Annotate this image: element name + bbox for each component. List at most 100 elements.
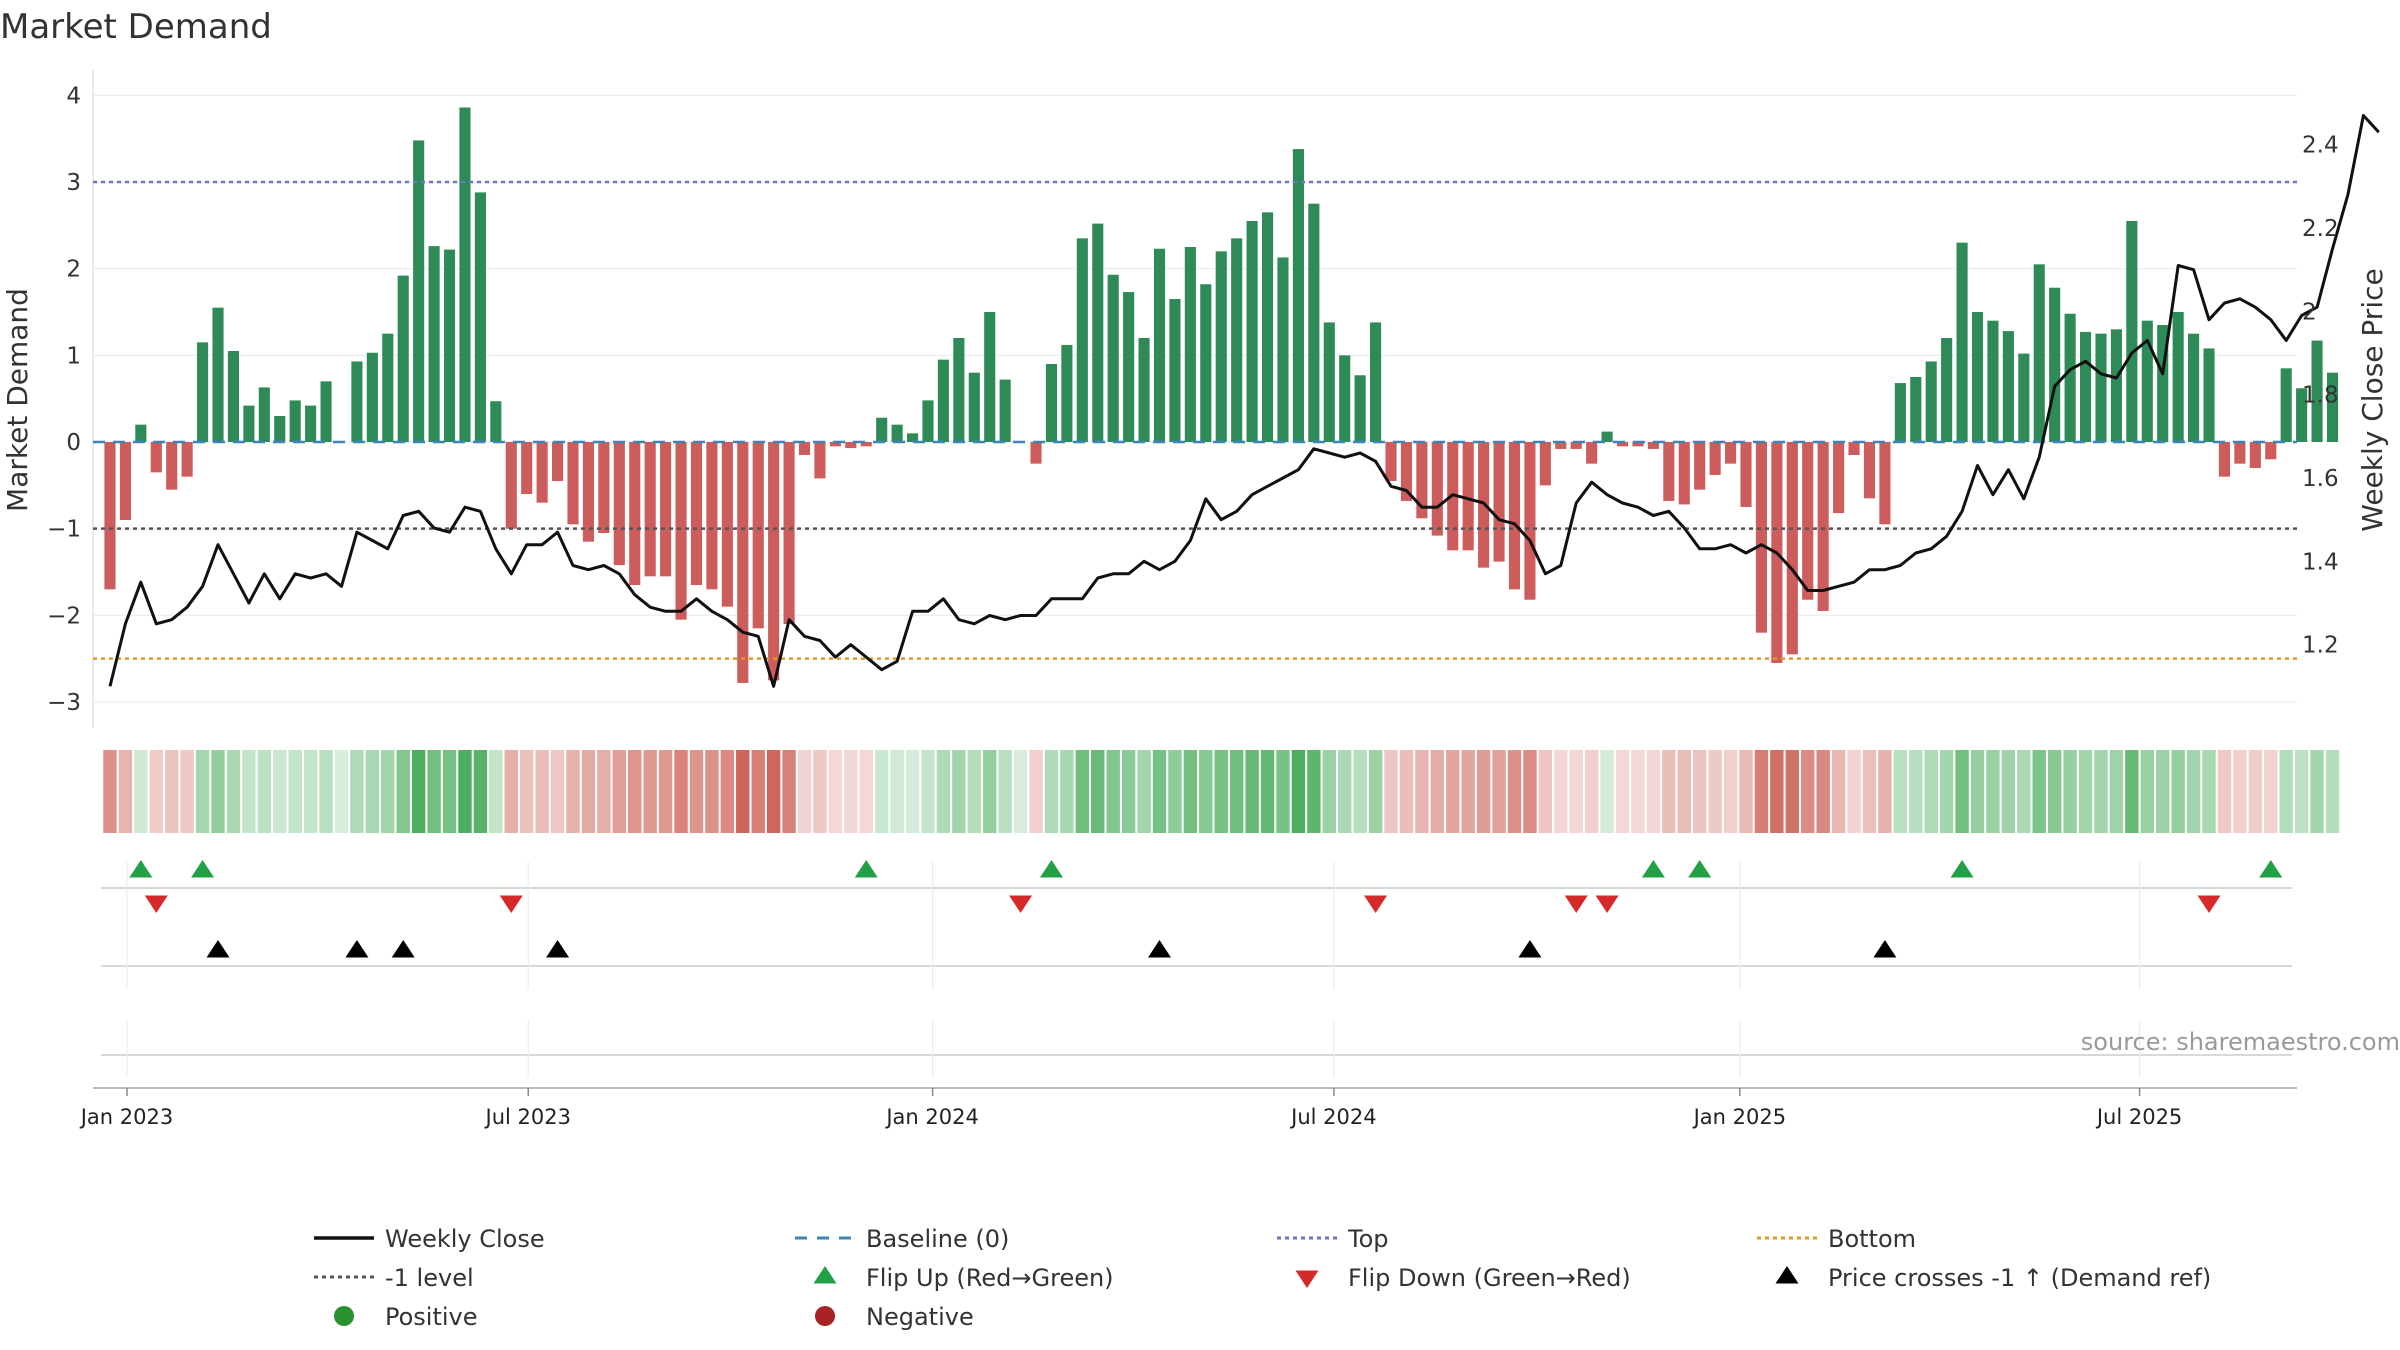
heat-cell bbox=[211, 750, 225, 833]
demand-bar bbox=[1709, 442, 1721, 475]
flip-up-marker bbox=[129, 860, 153, 878]
demand-bar bbox=[1354, 375, 1366, 442]
flip-up-marker bbox=[854, 860, 878, 878]
heat-cell bbox=[813, 750, 827, 833]
demand-bar bbox=[181, 442, 193, 477]
demand-bar bbox=[1956, 242, 1968, 442]
heat-cell bbox=[1723, 750, 1738, 833]
demand-bar bbox=[1385, 442, 1397, 481]
flip-up-marker bbox=[1641, 860, 1665, 878]
demand-bar bbox=[1894, 383, 1906, 442]
heat-cell bbox=[427, 750, 441, 833]
left-tick-label: 2 bbox=[66, 257, 81, 283]
demand-bar bbox=[1030, 442, 1042, 464]
demand-bar bbox=[289, 400, 301, 442]
legend-item: Top bbox=[1277, 1225, 1389, 1253]
legend-label: Weekly Close bbox=[385, 1225, 545, 1253]
heat-cell bbox=[1199, 750, 1213, 833]
demand-bar bbox=[922, 400, 934, 442]
demand-bar bbox=[397, 275, 409, 442]
heat-cell bbox=[2202, 750, 2216, 833]
demand-bar bbox=[1200, 284, 1212, 442]
heat-cell bbox=[782, 750, 796, 833]
left-tick-label: −2 bbox=[47, 603, 81, 629]
heat-cell bbox=[998, 750, 1012, 833]
flip-up-marker bbox=[1039, 860, 1063, 878]
demand-bar bbox=[1416, 442, 1428, 519]
demand-bar bbox=[521, 442, 533, 494]
heat-cell bbox=[2325, 750, 2340, 833]
heat-cell bbox=[458, 750, 472, 833]
price-cross-marker bbox=[1518, 940, 1542, 958]
demand-bar bbox=[1123, 292, 1135, 442]
demand-bar bbox=[2326, 372, 2339, 442]
heat-cell bbox=[2078, 750, 2093, 833]
demand-bar bbox=[1339, 355, 1351, 442]
demand-bar bbox=[552, 442, 564, 481]
flip-down-marker bbox=[1564, 895, 1588, 913]
heat-cell bbox=[751, 750, 765, 833]
demand-bar bbox=[1462, 442, 1474, 551]
heat-cell bbox=[1091, 750, 1105, 833]
demand-bar bbox=[876, 417, 888, 442]
left-tick-label: 3 bbox=[66, 170, 81, 196]
heat-cell bbox=[2171, 750, 2185, 833]
heat-cell bbox=[2001, 750, 2016, 833]
demand-bar bbox=[2265, 442, 2277, 460]
legend-item: Negative bbox=[815, 1303, 974, 1331]
heat-cell bbox=[473, 750, 488, 833]
heat-cell bbox=[1183, 750, 1198, 833]
demand-bar bbox=[721, 442, 733, 607]
demand-bar bbox=[2110, 329, 2122, 442]
heat-cell bbox=[566, 750, 580, 833]
heat-cell bbox=[2186, 750, 2201, 833]
demand-bar bbox=[768, 442, 780, 681]
demand-bars bbox=[104, 107, 2339, 683]
demand-bar bbox=[1153, 248, 1166, 442]
event-marker-rows bbox=[101, 860, 2292, 1078]
heat-cell bbox=[550, 750, 565, 833]
flip-down-marker bbox=[1364, 895, 1388, 913]
heat-cell bbox=[1939, 750, 1954, 833]
legend-label: Flip Down (Green→Red) bbox=[1348, 1264, 1631, 1292]
demand-bar bbox=[197, 342, 209, 442]
heat-cell bbox=[350, 750, 364, 833]
x-axis-ticks: Jan 2023 Jul 2023 Jan 2024 Jul 2024 Jan 2025… bbox=[79, 1087, 2297, 1129]
demand-bar bbox=[351, 361, 363, 442]
demand-bar bbox=[1694, 442, 1706, 490]
demand-bar bbox=[258, 387, 270, 442]
heat-cell bbox=[103, 750, 117, 833]
heat-cell bbox=[859, 750, 873, 833]
demand-bar bbox=[1971, 312, 1984, 442]
demand-bar bbox=[706, 442, 718, 590]
heat-cell bbox=[242, 750, 256, 833]
heat-cell bbox=[1909, 750, 1923, 833]
legend-swatch bbox=[334, 1306, 354, 1326]
demand-bar bbox=[1570, 442, 1582, 449]
legend-label: Bottom bbox=[1828, 1225, 1916, 1253]
heat-cell bbox=[149, 750, 163, 833]
x-tick-label: Jul 2025 bbox=[2095, 1105, 2182, 1129]
demand-bar bbox=[2172, 312, 2184, 442]
demand-bar bbox=[227, 351, 240, 442]
heat-cell bbox=[504, 750, 518, 833]
demand-bar bbox=[737, 442, 749, 683]
x-tick-label: Jan 2024 bbox=[884, 1105, 979, 1129]
demand-bar bbox=[490, 401, 502, 442]
demand-bar bbox=[1725, 442, 1737, 464]
demand-bar bbox=[1817, 442, 1829, 611]
demand-bar bbox=[814, 442, 826, 479]
demand-bar bbox=[2018, 353, 2030, 442]
left-tick-label: −3 bbox=[47, 690, 81, 716]
legend-label: Price crosses -1 ↑ (Demand ref) bbox=[1828, 1264, 2211, 1292]
heat-cell bbox=[1831, 750, 1846, 833]
heat-cell bbox=[674, 750, 688, 833]
demand-bar bbox=[274, 416, 286, 442]
right-tick-label: 2 bbox=[2302, 299, 2317, 325]
demand-bar bbox=[1632, 442, 1644, 447]
heat-cell bbox=[1353, 750, 1367, 833]
demand-bar bbox=[2002, 331, 2014, 442]
heat-cell bbox=[1801, 750, 1815, 833]
heat-cell bbox=[1584, 750, 1599, 833]
heat-cell bbox=[1816, 750, 1830, 833]
